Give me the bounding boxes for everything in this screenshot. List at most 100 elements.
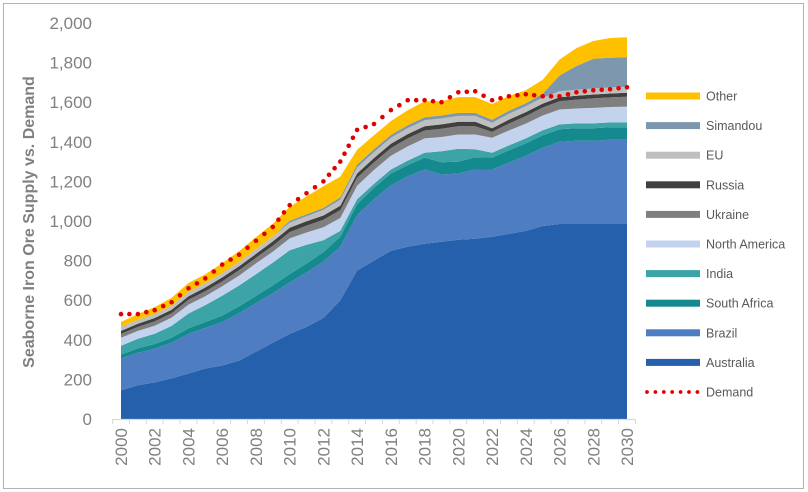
area-layers [121, 37, 627, 419]
legend-item-north-america: North America [646, 238, 785, 252]
demand-dot [144, 309, 149, 315]
demand-dot [203, 276, 208, 281]
demand-dot [363, 124, 368, 130]
legend-swatch [646, 181, 700, 189]
demand-dot [472, 89, 478, 94]
x-axis: 2000 2002 2004 2006 2008 2010 2012 2014 2016 2018… [112, 418, 637, 466]
area-north-america [121, 106, 627, 346]
demand-dot [245, 245, 250, 250]
legend-label: Brazil [706, 326, 737, 340]
legend-swatch [646, 240, 700, 248]
demand-dot [413, 97, 419, 103]
y-axis: 0 200 400 600 800 1,000 1,200 1,400 1,600 1,800 2,… [49, 14, 92, 429]
legend-swatch [646, 329, 700, 337]
x-tick-label: 2010 [281, 428, 300, 466]
x-tick-label: 2002 [146, 428, 165, 466]
legend-item-brazil: Brazil [646, 326, 737, 340]
x-tick-label: 2024 [517, 428, 536, 466]
demand-dot [489, 97, 495, 103]
demand-dot [312, 185, 318, 190]
demand-dot [599, 87, 604, 93]
demand-dot [380, 114, 385, 120]
demand-dot [304, 191, 309, 196]
demand-dot [430, 98, 436, 104]
demand-dot [405, 97, 411, 103]
legend-swatch-dot [661, 390, 666, 394]
y-tick-label: 1,200 [49, 172, 92, 191]
y-tick-label: 800 [64, 252, 92, 271]
legend-swatch-dot [678, 390, 683, 394]
legend-item-simandou: Simandou [646, 119, 762, 133]
legend-label: Demand [706, 386, 753, 400]
demand-dot [177, 293, 183, 298]
area-russia [121, 92, 627, 334]
demand-dot [481, 93, 486, 99]
demand-dot [439, 99, 444, 105]
y-tick-label: 1,600 [49, 93, 92, 112]
area-ukraine [121, 96, 627, 338]
x-tick-label: 2018 [416, 428, 435, 466]
x-tick-label: 2030 [618, 428, 637, 466]
demand-dot [388, 107, 394, 113]
legend-label: India [706, 267, 733, 281]
legend-swatch-dot [695, 390, 700, 394]
demand-dot [321, 179, 326, 184]
x-tick-label: 2004 [180, 428, 199, 466]
demand-dot [456, 90, 461, 95]
demand-dot [422, 97, 427, 103]
legend-swatch [646, 92, 700, 100]
x-tick-label: 2016 [382, 428, 401, 466]
legend-label: North America [706, 238, 785, 252]
demand-dot [253, 238, 259, 244]
legend-label: Ukraine [706, 208, 749, 222]
demand-dot [194, 281, 200, 286]
demand-dot [582, 89, 588, 94]
x-tick-label: 2012 [314, 428, 333, 466]
demand-dot [574, 90, 579, 95]
legend-item-eu: EU [646, 149, 723, 163]
demand-dot [152, 307, 157, 313]
y-tick-label: 1,800 [49, 54, 92, 73]
demand-dot [616, 86, 621, 91]
x-tick-label: 2006 [213, 428, 232, 466]
demand-dot [295, 196, 301, 202]
x-tick-label: 2000 [112, 428, 131, 466]
y-tick-label: 600 [64, 291, 92, 310]
demand-dot [135, 311, 141, 317]
legend-label: South Africa [706, 297, 773, 311]
y-axis-title: Seaborne Iron Ore Supply vs. Demand [21, 76, 38, 368]
demand-dot [326, 172, 332, 178]
legend-label: Russia [706, 178, 744, 192]
demand-dot [186, 286, 191, 291]
legend-label: Australia [706, 356, 755, 370]
demand-dot [332, 165, 337, 171]
demand-dot [371, 121, 377, 127]
demand-dot [397, 102, 402, 108]
demand-dot [270, 224, 276, 230]
legend-item-india: India [646, 267, 733, 281]
legend-swatch [646, 358, 700, 366]
y-tick-label: 200 [64, 370, 92, 389]
demand-dot [219, 262, 225, 267]
y-tick-label: 1,400 [49, 133, 92, 152]
demand-dot [287, 202, 293, 208]
demand-dot [228, 257, 233, 262]
legend-swatch-dot [653, 390, 658, 394]
x-tick-label: 2028 [584, 428, 603, 466]
legend: Other Simandou EU Russia Ukraine North Americ… [645, 90, 785, 400]
demand-dot [523, 92, 529, 97]
demand-dot [515, 93, 520, 98]
demand-dot [118, 311, 124, 317]
x-tick-label: 2020 [449, 428, 468, 466]
legend-item-south-africa: South Africa [646, 297, 773, 311]
legend-item-other: Other [646, 90, 737, 104]
demand-dot [346, 143, 352, 149]
area-simandou [121, 57, 627, 327]
demand-dot [338, 159, 343, 164]
area-india [121, 122, 627, 355]
demand-dot [262, 231, 267, 237]
legend-swatch [646, 270, 700, 278]
demand-dot [607, 87, 613, 92]
legend-label: Simandou [706, 119, 762, 133]
x-tick-label: 2008 [247, 428, 266, 466]
